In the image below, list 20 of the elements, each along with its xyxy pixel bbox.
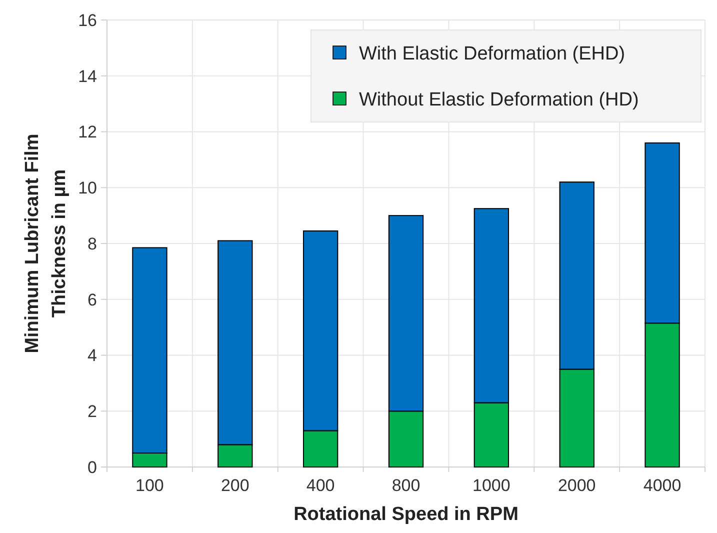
y-tick-label: 2 <box>88 402 97 422</box>
x-tick-label: 1000 <box>472 476 510 495</box>
y-tick-label: 0 <box>88 458 97 477</box>
x-tick-label: 100 <box>136 476 164 495</box>
y-axis-title: Minimum Lubricant Film Thickness in µm <box>22 134 70 354</box>
x-tick-label: 2000 <box>558 476 596 495</box>
y-tick-label: 16 <box>78 10 97 30</box>
x-tick-label: 400 <box>306 476 335 495</box>
y-tick-label: 6 <box>88 290 97 310</box>
y-tick-label: 8 <box>88 234 97 254</box>
x-axis-title: Rotational Speed in RPM <box>294 504 518 525</box>
y-tick-label: 10 <box>78 178 97 198</box>
x-tick-label: 4000 <box>643 476 682 495</box>
y-tick-label: 12 <box>78 122 97 142</box>
x-tick-label: 200 <box>220 476 250 495</box>
legend-label: Without Elastic Deformation (HD) <box>359 90 639 111</box>
legend-label: With Elastic Deformation (EHD) <box>359 44 626 65</box>
y-tick-label: 4 <box>88 346 97 366</box>
y-tick-label: 14 <box>78 66 97 86</box>
x-tick-label: 800 <box>392 476 420 495</box>
